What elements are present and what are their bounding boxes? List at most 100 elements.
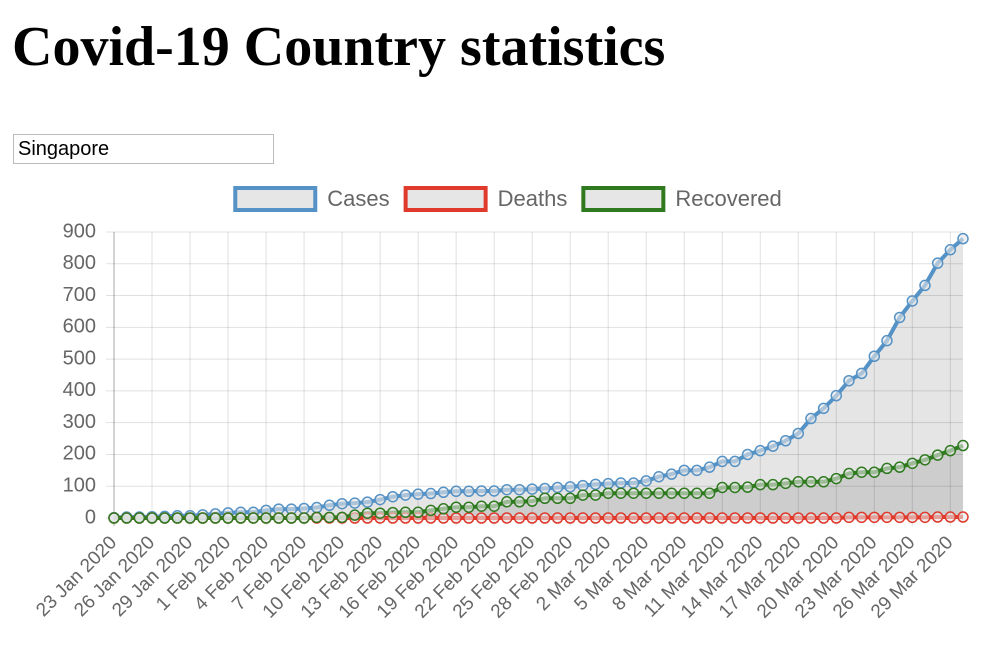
point: [463, 485, 475, 498]
point: [754, 444, 767, 457]
point: [653, 470, 665, 483]
country-input[interactable]: [13, 134, 274, 164]
point: [931, 511, 944, 523]
point: [488, 485, 500, 497]
point: [412, 506, 424, 519]
point: [437, 503, 450, 515]
point: [640, 475, 652, 487]
point: [843, 511, 855, 524]
legend-swatch: [581, 186, 666, 212]
point: [868, 350, 881, 363]
point: [564, 481, 576, 493]
point: [817, 402, 830, 415]
point: [551, 492, 564, 505]
point: [374, 493, 386, 506]
point: [868, 511, 881, 524]
point: [564, 492, 576, 505]
point: [387, 490, 399, 503]
point: [526, 495, 538, 507]
point: [513, 496, 526, 508]
point: [577, 489, 589, 501]
point: [792, 476, 805, 488]
point: [805, 476, 817, 488]
point: [589, 478, 602, 491]
legend-label: Deaths: [498, 186, 568, 211]
point: [336, 511, 348, 524]
point: [539, 492, 551, 505]
point: [881, 334, 893, 347]
point: [944, 244, 957, 256]
point: [665, 512, 678, 524]
point: [805, 412, 817, 425]
y-tick-label: 400: [63, 379, 96, 401]
point: [361, 507, 374, 519]
point: [513, 512, 526, 524]
point: [399, 506, 412, 519]
point: [539, 482, 551, 495]
point: [513, 483, 526, 496]
area: [114, 238, 963, 518]
point: [754, 478, 767, 491]
point: [310, 511, 323, 524]
point: [906, 457, 919, 470]
point: [893, 311, 906, 324]
point: [526, 512, 538, 524]
point: [488, 512, 500, 524]
point: [627, 512, 640, 524]
point: [767, 478, 779, 491]
point: [703, 461, 716, 473]
legend-swatch: [233, 186, 318, 212]
area: [114, 445, 963, 518]
point: [881, 462, 893, 475]
point: [222, 512, 234, 524]
point: [716, 481, 728, 494]
point: [767, 512, 779, 524]
point: [577, 512, 589, 524]
point: [260, 512, 272, 524]
point: [729, 455, 741, 468]
point: [893, 461, 906, 473]
point: [298, 502, 310, 515]
point: [665, 487, 678, 499]
point: [463, 512, 475, 524]
point: [272, 512, 285, 524]
point: [450, 485, 462, 498]
point: [703, 512, 716, 524]
point: [615, 477, 627, 489]
point: [957, 511, 969, 523]
point: [615, 487, 627, 499]
point: [881, 511, 893, 524]
point: [957, 232, 969, 245]
point: [703, 487, 716, 499]
point: [817, 512, 830, 524]
y-tick-label: 200: [63, 443, 96, 465]
point: [640, 512, 652, 524]
point: [855, 511, 868, 524]
point: [729, 481, 741, 494]
point: [906, 295, 919, 307]
point: [931, 257, 944, 269]
y-tick-label: 100: [63, 475, 96, 497]
legend-label: Cases: [327, 186, 389, 211]
point: [412, 488, 424, 500]
point: [247, 512, 260, 524]
point: [349, 497, 361, 509]
point: [792, 427, 805, 440]
legend-item: Cases: [233, 186, 390, 212]
point: [855, 466, 868, 478]
point: [475, 500, 488, 512]
point: [171, 512, 184, 524]
point: [589, 489, 602, 501]
point: [754, 512, 767, 524]
point: [602, 477, 614, 490]
legend-item: Recovered: [581, 186, 782, 212]
y-tick-label: 0: [85, 506, 96, 528]
y-tick-label: 500: [63, 347, 96, 369]
y-tick-label: 300: [63, 411, 96, 433]
point: [855, 367, 868, 380]
point: [678, 464, 690, 477]
point: [805, 512, 817, 524]
point: [716, 455, 728, 468]
point: [551, 512, 564, 524]
point: [501, 496, 513, 508]
